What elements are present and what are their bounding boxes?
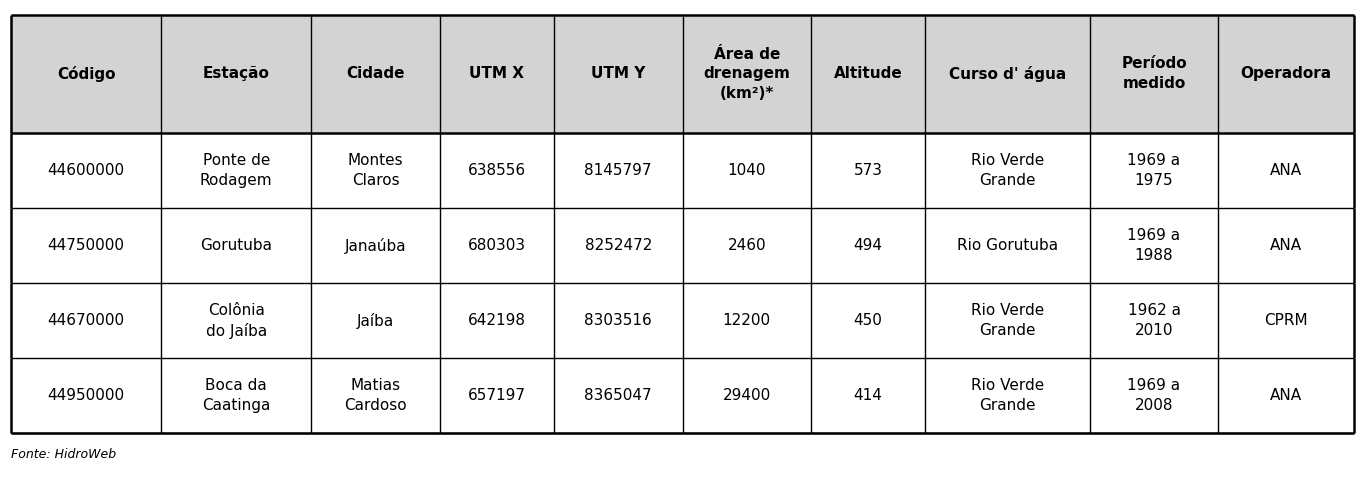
Text: 657197: 657197 [468, 388, 526, 403]
Text: ANA: ANA [1271, 163, 1302, 178]
Text: 44950000: 44950000 [48, 388, 124, 403]
Bar [11, 208, 1354, 283]
Text: 638556: 638556 [468, 163, 526, 178]
Text: Período
medido: Período medido [1121, 57, 1186, 91]
Text: Rio Gorutuba: Rio Gorutuba [957, 238, 1058, 253]
Text: Curso d' água: Curso d' água [949, 66, 1066, 82]
Text: Montes
Claros: Montes Claros [348, 153, 404, 188]
Text: ANA: ANA [1271, 238, 1302, 253]
Text: Janaúba: Janaúba [345, 238, 407, 254]
Text: Fonte: HidroWeb: Fonte: HidroWeb [11, 448, 116, 461]
Text: 8145797: 8145797 [584, 163, 652, 178]
Text: 8365047: 8365047 [584, 388, 652, 403]
Text: 1969 a
1988: 1969 a 1988 [1127, 228, 1181, 263]
Text: Colônia
do Jaíba: Colônia do Jaíba [206, 302, 266, 339]
Text: 1962 a
2010: 1962 a 2010 [1127, 303, 1181, 338]
Bar [11, 133, 1354, 208]
Text: Boca da
Caatinga: Boca da Caatinga [202, 378, 270, 413]
Bar [11, 283, 1354, 358]
Text: 29400: 29400 [722, 388, 771, 403]
Text: 1969 a
2008: 1969 a 2008 [1127, 378, 1181, 413]
Text: UTM X: UTM X [470, 66, 524, 81]
Text: Área de
drenagem
(km²)*: Área de drenagem (km²)* [703, 46, 790, 101]
Text: 494: 494 [853, 238, 883, 253]
Text: Estação: Estação [203, 66, 270, 81]
Text: UTM Y: UTM Y [591, 66, 646, 81]
Text: Código: Código [57, 66, 115, 82]
Text: 44600000: 44600000 [48, 163, 124, 178]
Text: Operadora: Operadora [1241, 66, 1332, 81]
Text: 680303: 680303 [468, 238, 526, 253]
Text: 12200: 12200 [722, 313, 771, 328]
Text: Ponte de
Rodagem: Ponte de Rodagem [199, 153, 273, 188]
Text: 450: 450 [853, 313, 883, 328]
Text: 573: 573 [853, 163, 883, 178]
Text: 44750000: 44750000 [48, 238, 124, 253]
Bar [11, 15, 1354, 133]
Text: Rio Verde
Grande: Rio Verde Grande [971, 153, 1044, 188]
Text: 44670000: 44670000 [48, 313, 124, 328]
Text: 8252472: 8252472 [584, 238, 652, 253]
Text: ANA: ANA [1271, 388, 1302, 403]
Text: 1040: 1040 [728, 163, 766, 178]
Text: 414: 414 [853, 388, 883, 403]
Text: 1969 a
1975: 1969 a 1975 [1127, 153, 1181, 188]
Text: 8303516: 8303516 [584, 313, 652, 328]
Text: 2460: 2460 [728, 238, 766, 253]
Text: Rio Verde
Grande: Rio Verde Grande [971, 378, 1044, 413]
Text: Matias
Cardoso: Matias Cardoso [344, 378, 407, 413]
Text: Altitude: Altitude [834, 66, 902, 81]
Text: Jaíba: Jaíba [358, 313, 394, 329]
Bar [11, 358, 1354, 433]
Text: 642198: 642198 [468, 313, 526, 328]
Text: Rio Verde
Grande: Rio Verde Grande [971, 303, 1044, 338]
Text: Cidade: Cidade [347, 66, 405, 81]
Text: Gorutuba: Gorutuba [201, 238, 272, 253]
Text: CPRM: CPRM [1264, 313, 1308, 328]
